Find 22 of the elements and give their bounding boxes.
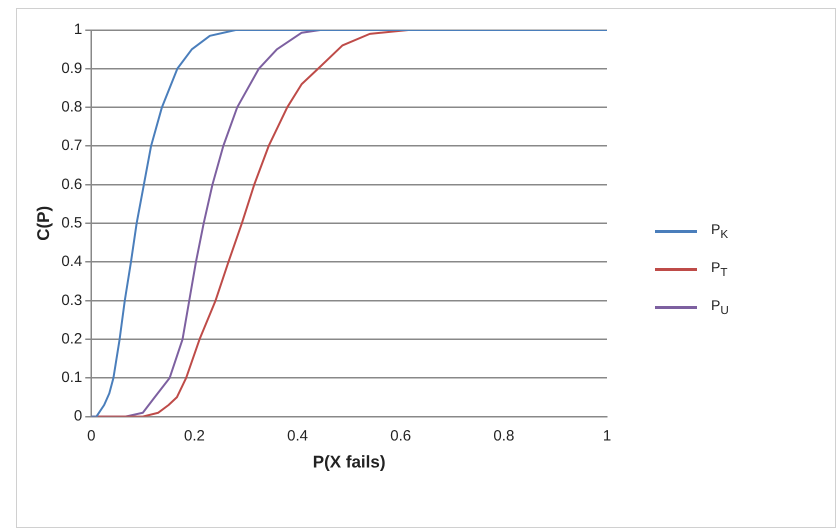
y-tick-label: 0.4	[61, 253, 82, 270]
y-tick-label: 0.6	[61, 176, 82, 193]
legend-label: P$_{U}$	[711, 297, 729, 317]
x-tick-label: 0.2	[184, 428, 205, 445]
x-tick-label: 1	[602, 428, 612, 445]
y-tick-label: 0.3	[61, 292, 82, 309]
x-axis-title: P(X fails)	[312, 452, 386, 472]
legend-label: P$_{K}$	[711, 221, 728, 241]
x-tick-label: 0	[87, 428, 96, 445]
legend-label: P$_{T}$	[711, 259, 728, 279]
y-tick-label: 0.7	[61, 137, 82, 154]
y-tick-label: 0.8	[61, 98, 82, 116]
x-tick-label: 0.6	[390, 428, 412, 445]
y-tick-label: 0.5	[61, 214, 82, 232]
y-tick-label: 0.2	[61, 330, 82, 348]
y-tick-label: 0.1	[61, 369, 82, 386]
y-axis-title: C(P)	[34, 206, 53, 241]
y-tick-label: 1	[74, 21, 82, 38]
y-tick-label: 0	[74, 408, 82, 425]
x-tick-label: 0.8	[493, 428, 514, 445]
x-tick-label: 0.4	[287, 428, 308, 445]
y-tick-label: 0.9	[61, 60, 82, 77]
